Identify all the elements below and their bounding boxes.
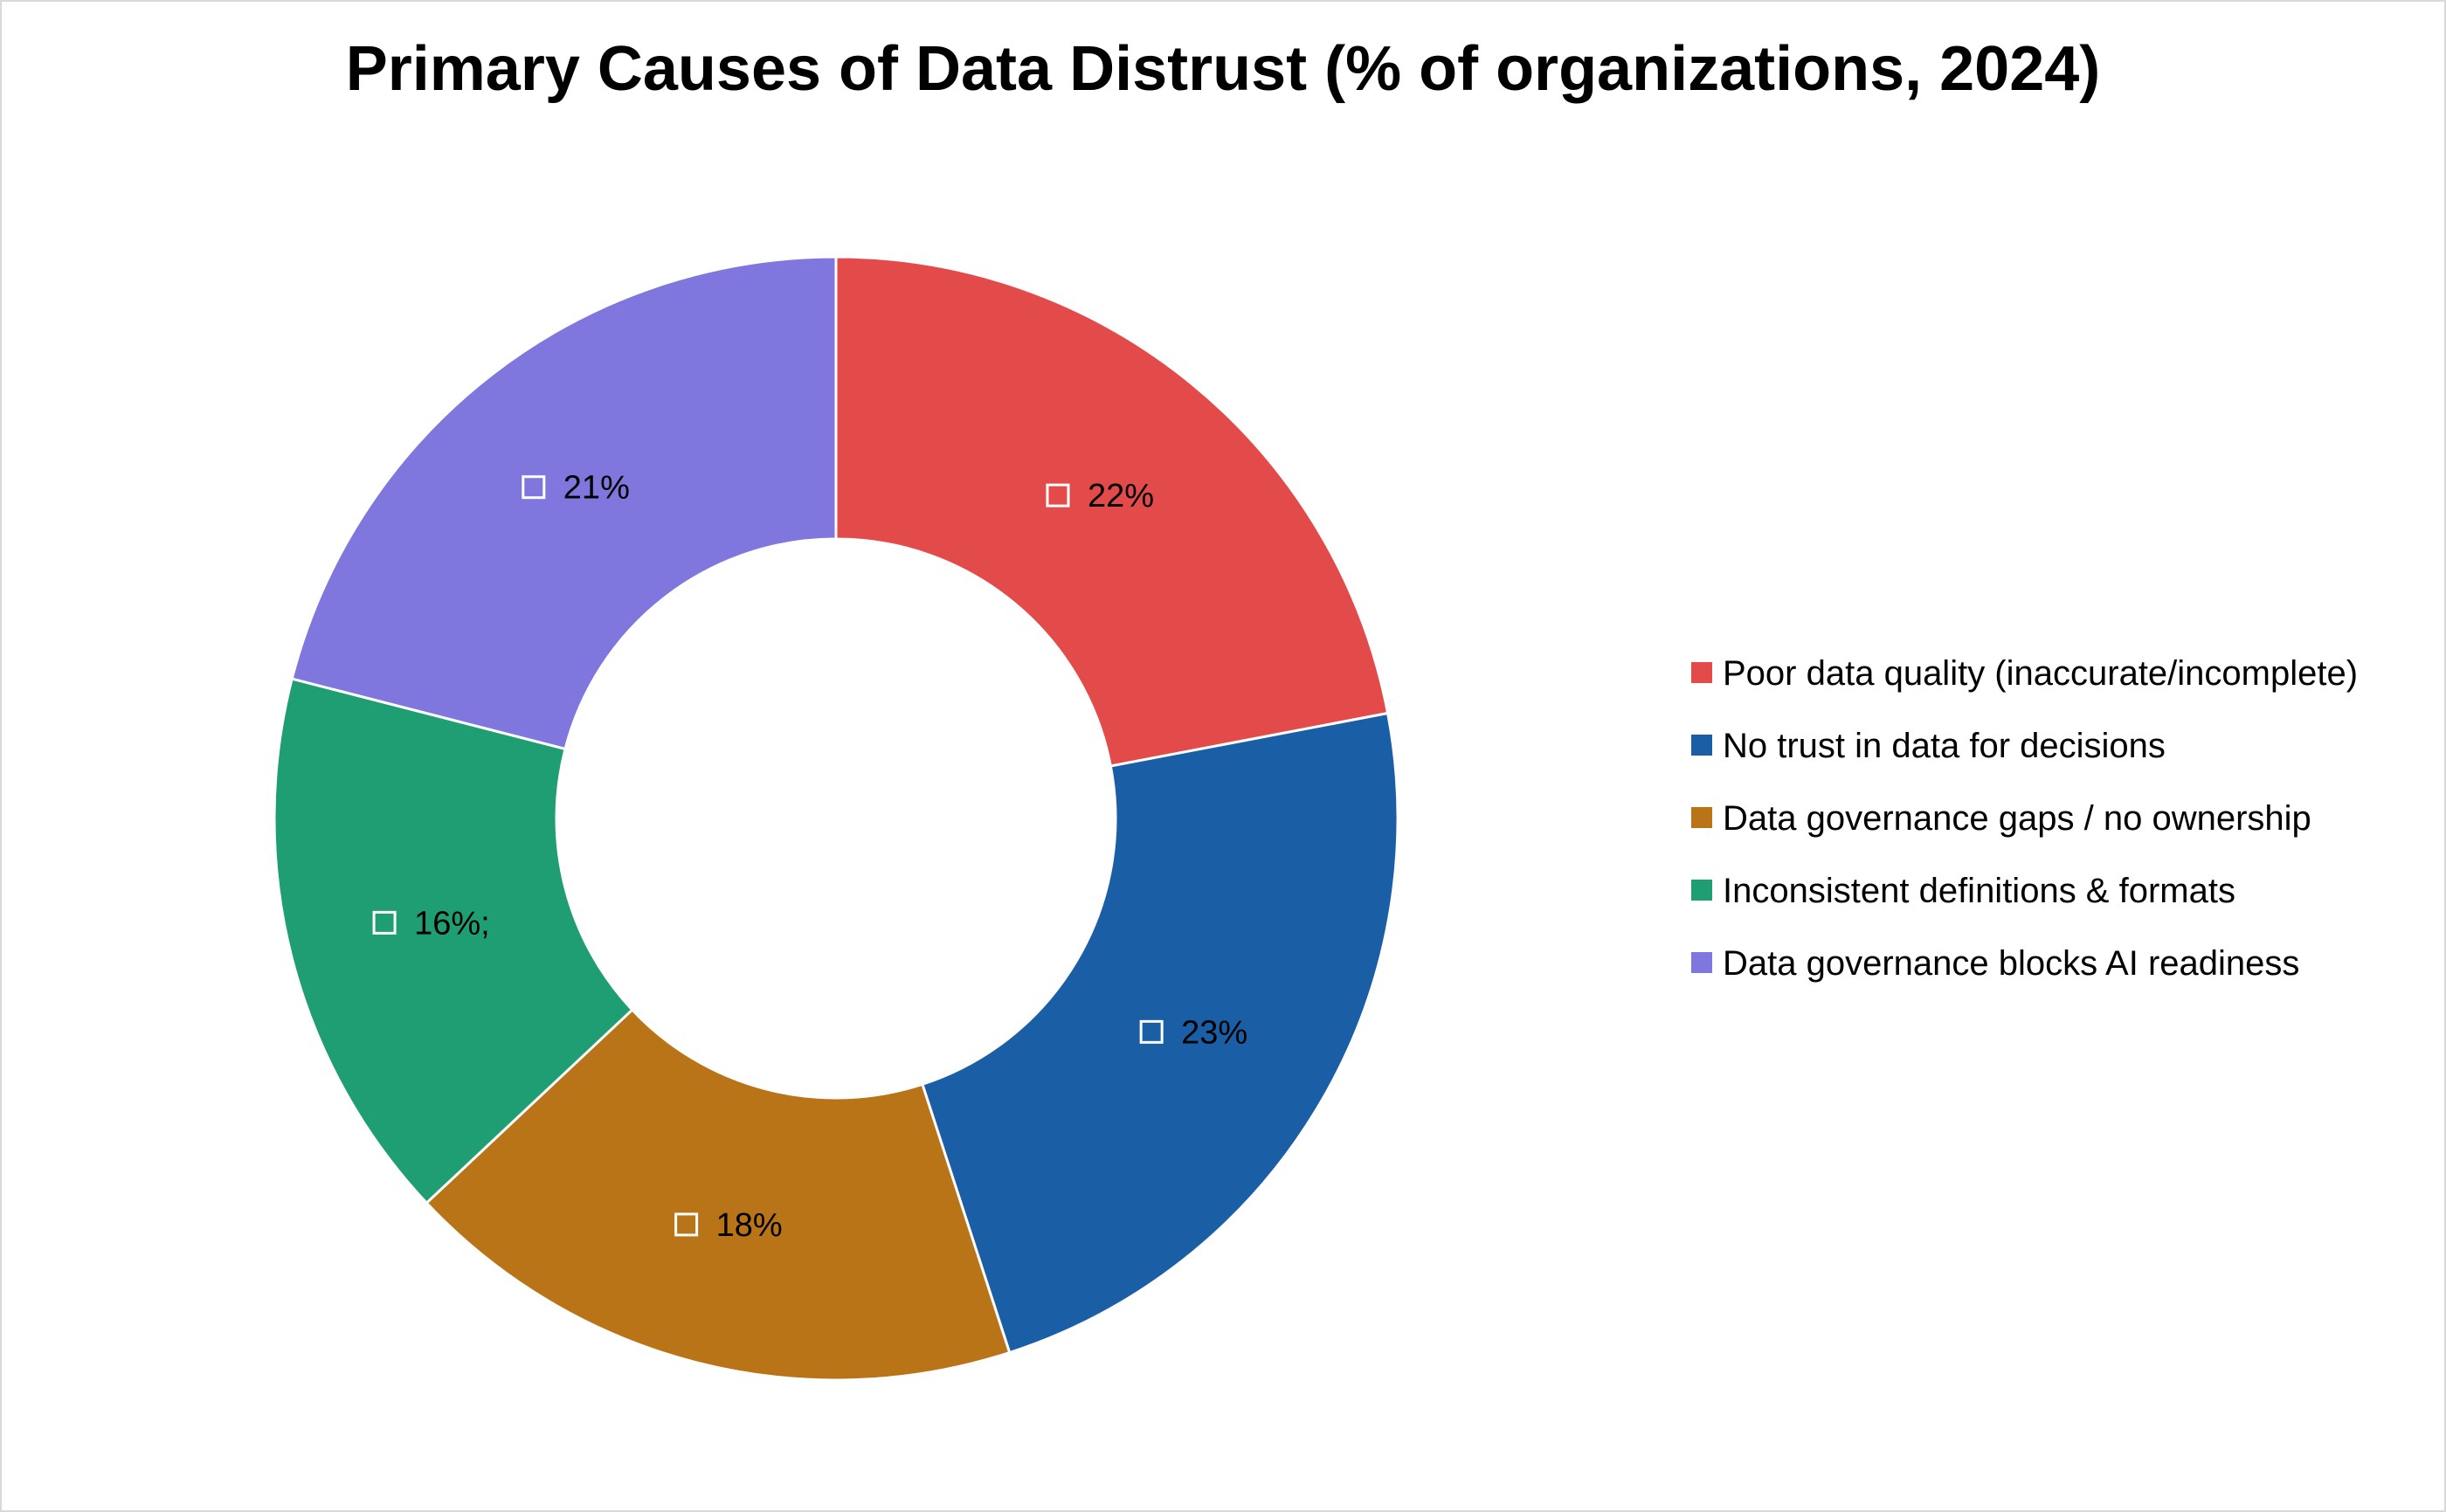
legend-label: Data governance blocks AI readiness — [1723, 944, 2299, 983]
legend-item-5: Data governance blocks AI readiness — [1691, 944, 2299, 983]
legend-label: No trust in data for decisions — [1723, 727, 2166, 765]
legend-item-1: Poor data quality (inaccurate/incomplete… — [1691, 654, 2358, 693]
slice-1 — [834, 255, 1390, 768]
data-labels: 22% 23% 18% 16%; 21% — [372, 470, 1247, 1244]
slice-4 — [273, 677, 634, 1205]
slice-5 — [290, 255, 838, 751]
data-label-marker — [1139, 1019, 1164, 1044]
data-label-text: 18% — [716, 1207, 783, 1244]
data-label-text: 16%; — [414, 905, 490, 942]
legend-label: Poor data quality (inaccurate/incomplete… — [1723, 654, 2358, 693]
donut-slices — [273, 255, 1399, 1382]
legend-label: Data governance gaps / no ownership — [1723, 799, 2311, 838]
data-label-5: 21% — [522, 470, 630, 507]
legend-swatch — [1691, 662, 1712, 683]
data-label-marker — [674, 1212, 699, 1237]
data-label-4: 16%; — [372, 905, 490, 942]
data-label-text: 21% — [563, 470, 630, 507]
legend-label: Inconsistent definitions & formats — [1723, 872, 2235, 910]
legend: Poor data quality (inaccurate/incomplete… — [1691, 654, 2358, 983]
legend-swatch — [1691, 807, 1712, 828]
data-label-marker — [1046, 483, 1070, 507]
data-label-text: 23% — [1181, 1014, 1247, 1051]
data-label-3: 18% — [674, 1207, 783, 1244]
legend-swatch — [1691, 880, 1712, 901]
slice-3 — [425, 1007, 1012, 1382]
data-label-marker — [372, 910, 397, 935]
legend-item-4: Inconsistent definitions & formats — [1691, 872, 2235, 910]
chart-title: Primary Causes of Data Distrust (% of or… — [345, 34, 2101, 104]
slice-2 — [921, 711, 1399, 1355]
data-label-marker — [522, 475, 546, 500]
data-label-text: 22% — [1088, 478, 1154, 514]
legend-item-3: Data governance gaps / no ownership — [1691, 799, 2311, 838]
legend-item-2: No trust in data for decisions — [1691, 727, 2166, 765]
data-label-1: 22% — [1046, 478, 1154, 514]
data-label-2: 23% — [1139, 1014, 1247, 1051]
legend-swatch — [1691, 735, 1712, 756]
legend-swatch — [1691, 952, 1712, 973]
